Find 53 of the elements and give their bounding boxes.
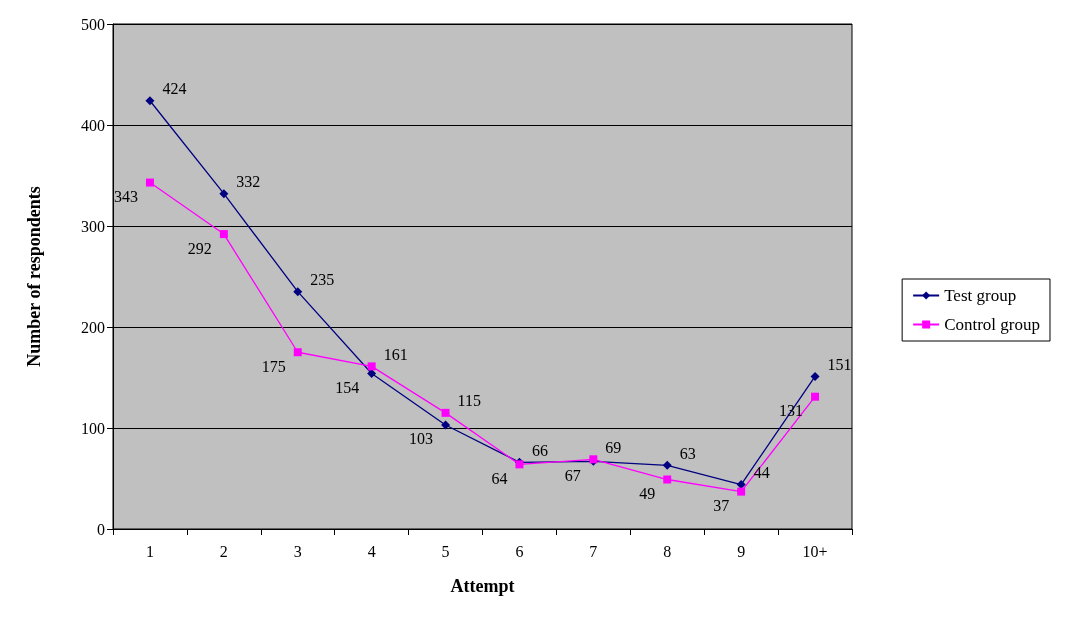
data-label: 64 (491, 469, 508, 487)
x-tick-label: 7 (589, 542, 598, 560)
x-tick-label: 10+ (802, 542, 828, 560)
data-label: 161 (383, 345, 408, 363)
data-label: 66 (531, 441, 548, 459)
point (662, 460, 672, 470)
data-label: 235 (310, 271, 335, 289)
x-tick-label: 2 (219, 542, 228, 560)
data-label: 44 (753, 464, 770, 482)
y-tick-label: 100 (81, 419, 105, 437)
x-tick-label: 8 (663, 542, 672, 560)
data-label: 49 (639, 485, 656, 503)
data-label: 103 (409, 430, 434, 448)
data-label: 115 (457, 392, 481, 410)
point (219, 230, 228, 239)
x-tick-label: 6 (515, 542, 524, 560)
data-label: 154 (335, 378, 360, 396)
point (810, 371, 820, 381)
legend-label: Control group (944, 315, 1040, 334)
point (367, 362, 376, 371)
data-label: 63 (679, 444, 696, 462)
y-tick-label: 400 (81, 116, 105, 134)
x-tick-label: 3 (293, 542, 302, 560)
point (737, 487, 746, 496)
y-tick-label: 500 (81, 15, 105, 33)
point (219, 189, 229, 199)
x-tick-label: 5 (441, 542, 450, 560)
point (145, 178, 154, 187)
data-label: 292 (187, 239, 212, 257)
y-tick-label: 200 (81, 318, 105, 336)
x-tick-label: 9 (737, 542, 746, 560)
point (441, 408, 450, 417)
data-label: 67 (564, 466, 581, 484)
data-label: 69 (605, 438, 622, 456)
point (145, 96, 155, 106)
point (293, 287, 303, 297)
x-tick-label: 1 (145, 542, 154, 560)
y-tick-label: 300 (81, 217, 105, 235)
point (663, 475, 672, 484)
data-label: 175 (261, 357, 286, 375)
data-label: 332 (236, 173, 261, 191)
y-tick-label: 0 (97, 520, 105, 538)
legend-label: Test group (944, 286, 1017, 305)
data-label: 37 (713, 497, 730, 515)
y-axis-title: Number of respondents (24, 186, 44, 367)
data-label: 343 (113, 188, 138, 206)
x-tick-label: 4 (367, 542, 376, 560)
data-label: 424 (162, 80, 187, 98)
point (811, 392, 820, 401)
data-label: 151 (827, 355, 852, 373)
point (441, 420, 451, 430)
x-axis-title: Attempt (450, 576, 515, 596)
point (293, 348, 302, 357)
